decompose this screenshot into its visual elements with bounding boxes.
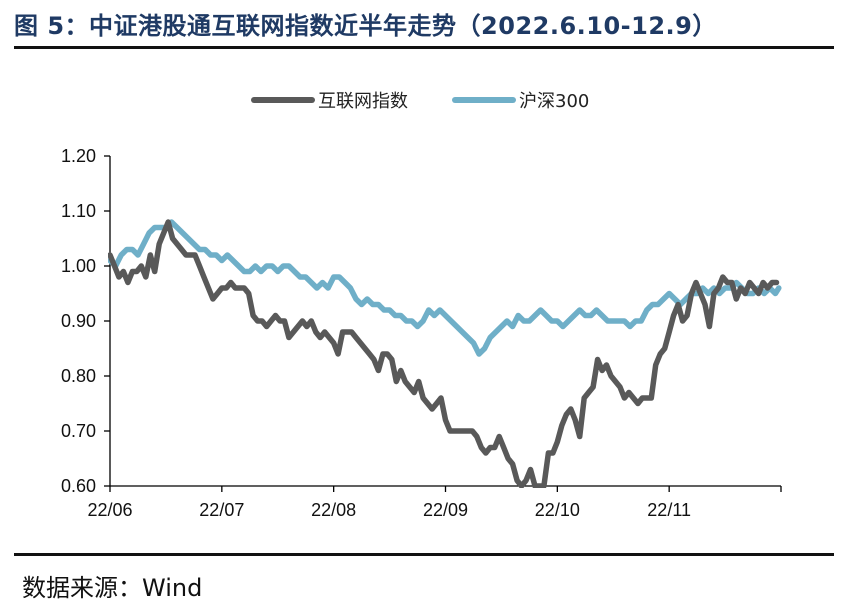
series-line-csi300: [108, 219, 782, 357]
legend-label: 互联网指数: [318, 91, 408, 112]
y-tick-label: 0.90: [61, 311, 96, 331]
legend: 互联网指数 沪深300: [251, 91, 589, 112]
series-line-internet-index: [108, 219, 780, 488]
x-tick-label: 22/07: [199, 500, 244, 520]
y-tick-label: 1.10: [61, 201, 96, 221]
x-tick-label: 22/09: [423, 500, 468, 520]
y-tick-label: 1.20: [61, 146, 96, 166]
series-layer: [108, 219, 782, 488]
y-tick-label: 0.60: [61, 476, 96, 496]
x-tick-label: 22/06: [87, 500, 132, 520]
x-axis: 22/06 22/07 22/08 22/09 22/10 22/11: [87, 485, 782, 520]
y-tick-label: 1.00: [61, 256, 96, 276]
legend-label: 沪深300: [519, 91, 589, 112]
x-tick-label: 22/11: [647, 500, 691, 520]
y-axis: 0.60 0.70 0.80 0.90 1.00 1.10 1.20: [61, 146, 111, 496]
x-tick-label: 22/10: [535, 500, 580, 520]
bottom-rule: [14, 553, 834, 556]
x-tick-label: 22/08: [311, 500, 356, 520]
y-tick-label: 0.70: [61, 421, 96, 441]
chart-title: 图 5：中证港股通互联网指数近半年走势（2022.6.10-12.9）: [14, 12, 717, 40]
top-rule: [14, 46, 834, 49]
source-note: 数据来源：Wind: [22, 574, 203, 602]
y-tick-label: 0.80: [61, 366, 96, 386]
